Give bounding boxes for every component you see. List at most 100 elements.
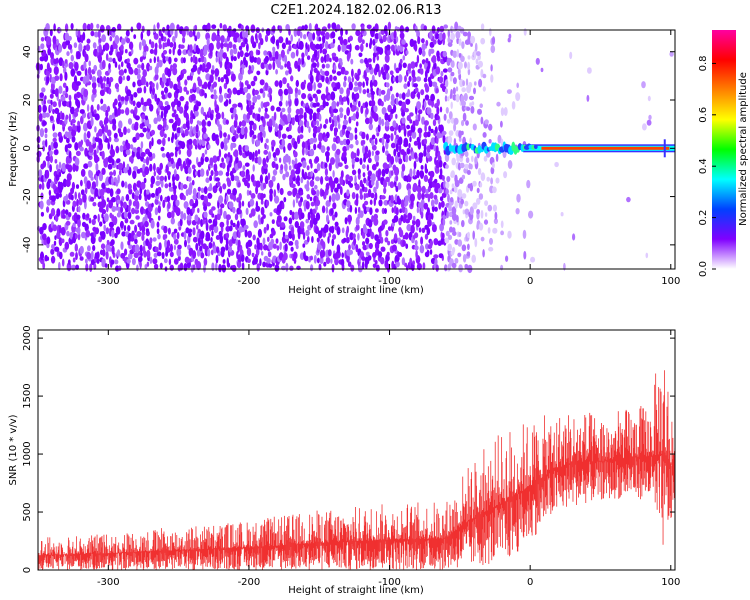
spectrogram-cell	[364, 57, 368, 65]
spectrogram-cell	[82, 22, 87, 32]
spectrogram-cell	[366, 24, 372, 30]
spectrogram-cell	[150, 175, 155, 185]
spectrogram-cell	[192, 236, 198, 243]
spectrogram-cell	[67, 44, 73, 50]
spectrogram-cell	[459, 78, 464, 88]
spectrogram-cell	[192, 64, 198, 72]
spectrogram-cell	[92, 245, 96, 252]
spectrogram-cell	[225, 56, 229, 65]
spectrogram-cell	[84, 223, 89, 232]
spectrogram-cell	[389, 70, 394, 76]
spectrogram-cell	[109, 36, 113, 42]
spectrogram-cell	[116, 199, 121, 204]
spectrogram-cell	[464, 61, 467, 69]
spectrogram-cell	[420, 165, 424, 170]
spectrogram-cell	[46, 236, 51, 245]
spectrogram-cell	[523, 250, 527, 260]
spectrogram-cell	[159, 129, 165, 138]
spectrogram-cell	[339, 107, 344, 113]
spectrogram-cell	[76, 70, 82, 76]
spectrogram-cell	[429, 30, 433, 40]
spectrogram-cell	[336, 244, 341, 254]
spectrogram-cell	[272, 61, 276, 70]
spectrogram-cell	[478, 78, 483, 88]
spectrogram-cell	[439, 25, 445, 33]
spectrogram-cell	[264, 175, 269, 185]
spectrogram-cell	[325, 131, 330, 139]
spectrogram-cell	[195, 44, 199, 54]
spectrogram-cell	[316, 196, 319, 203]
spectrogram-cell	[455, 151, 459, 158]
spectrogram-cell	[468, 81, 473, 88]
spectrogram-cell	[442, 32, 446, 41]
spectrogram-cell	[427, 218, 432, 227]
spectrogram-cell	[121, 231, 126, 237]
spectrogram-cell	[479, 103, 484, 108]
spectrogram-cell	[321, 205, 326, 214]
spectrogram-cell	[242, 113, 247, 121]
spectrogram-cell	[417, 91, 421, 100]
spectrogram-cell	[349, 144, 354, 149]
spectrogram-cell	[260, 200, 264, 205]
spectrogram-cell	[238, 200, 242, 210]
spectrogram-cell	[426, 107, 432, 115]
spectrogram-cell	[421, 227, 426, 233]
spectrogram-cell	[241, 119, 247, 127]
spectrogram-cell	[149, 237, 153, 244]
spectrogram-cell	[114, 259, 119, 265]
spectrogram-cell	[301, 25, 305, 31]
spectrogram-cell	[417, 36, 421, 45]
spectrogram-cell	[80, 179, 83, 187]
spectrogram-cell	[385, 72, 390, 80]
spectrogram-cell	[418, 152, 424, 159]
spectrogram-cell	[421, 38, 425, 44]
spectrogram-cell	[373, 213, 379, 220]
spectrogram-cell	[249, 54, 255, 63]
spectrogram-cell	[390, 133, 394, 142]
spectrogram-cell	[189, 44, 193, 53]
spectrogram-cell	[228, 225, 233, 232]
spectrogram-cell	[330, 258, 333, 264]
spectrogram-cell	[111, 245, 115, 255]
spectrogram-cell	[218, 170, 224, 176]
spectrogram-cell	[144, 166, 150, 176]
spectrogram-cell	[288, 123, 292, 131]
spectrogram-cell	[398, 74, 403, 83]
spectrogram-cell	[373, 105, 378, 113]
spectrogram-cell	[161, 81, 165, 89]
spectrogram-cell	[306, 194, 311, 200]
spectrogram-cell	[240, 24, 244, 31]
spectrogram-cell	[427, 60, 431, 70]
spectrogram-cell	[320, 56, 325, 63]
spectrogram-cell	[76, 123, 81, 133]
spectrogram-cell	[395, 185, 399, 193]
spectrogram-cell	[279, 187, 284, 196]
spectrogram-y-label: Frequency (Hz)	[8, 111, 19, 187]
spectrogram-cell	[329, 57, 332, 63]
spectrogram-cell	[304, 47, 308, 57]
spectrogram-cell	[118, 265, 122, 272]
spectrogram-cell	[421, 185, 426, 194]
spectrogram-cell	[58, 161, 62, 169]
spectrogram-cell	[121, 180, 125, 188]
spectrogram-cell	[398, 227, 402, 233]
spectrogram-cell	[134, 115, 140, 121]
spectrogram-cell	[252, 88, 256, 97]
spectrogram-cell	[272, 56, 276, 62]
spectrogram-cell	[78, 42, 83, 53]
spectrogram-cell	[450, 197, 454, 203]
spectrogram-cell	[451, 227, 456, 233]
spectrogram-cell	[179, 86, 183, 94]
spectrogram-cell	[330, 157, 335, 165]
spectrogram-cell	[101, 167, 106, 175]
spectrogram-cell	[392, 120, 397, 128]
spectrogram-cell	[357, 68, 361, 76]
spectrogram-cell	[319, 256, 324, 265]
spectrogram-cell	[266, 145, 269, 150]
spectrogram-cell	[381, 118, 385, 127]
spectrogram-cell	[75, 28, 79, 38]
spectrogram-cell	[62, 82, 67, 88]
spectrogram-cell	[166, 171, 171, 176]
spectrogram-cell	[46, 199, 51, 206]
spectrogram-cell	[407, 212, 413, 221]
